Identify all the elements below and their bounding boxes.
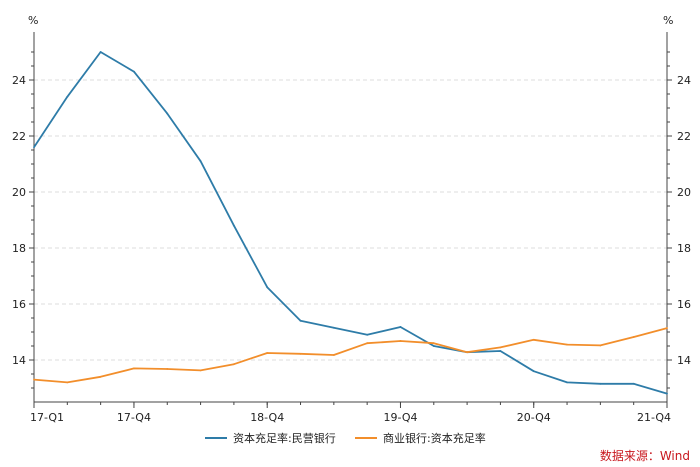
y-tick-label-left: 22 xyxy=(12,130,26,143)
data-point-series-1 xyxy=(566,381,568,384)
y-tick-label-right: 14 xyxy=(677,354,691,367)
data-point-series-1 xyxy=(199,160,202,163)
tick-labels: 14 14 16 16 18 18 20 20 22 22 24 24 17-Q1 17-Q4 18-Q4 1… xyxy=(12,74,691,424)
y-tick-label-left: 16 xyxy=(12,298,26,311)
legend: 资本充足率:民营银行 商业银行:资本充足率 xyxy=(0,430,700,448)
legend-item-series-1: 资本充足率:民营银行 xyxy=(205,430,336,446)
y-tick-label-right: 18 xyxy=(677,242,691,255)
data-point-series-1 xyxy=(99,51,102,53)
data-point-series-2 xyxy=(532,338,535,341)
data-point-series-2 xyxy=(399,340,402,342)
data-point-series-1 xyxy=(632,382,635,385)
grid-lines xyxy=(34,79,667,361)
data-point-series-1 xyxy=(299,319,302,322)
data-point-series-1 xyxy=(266,286,269,289)
y-unit-left: % xyxy=(28,14,38,27)
data-point-series-1 xyxy=(432,345,435,347)
data-point-series-1 xyxy=(66,95,69,98)
data-point-series-2 xyxy=(599,344,602,347)
series-line-2 xyxy=(33,327,668,384)
data-point-series-1 xyxy=(133,70,135,73)
data-point-series-2 xyxy=(266,352,269,354)
data-point-series-2 xyxy=(66,381,69,384)
data-point-series-1 xyxy=(166,112,169,115)
y-tick-label-right: 22 xyxy=(677,130,691,143)
data-point-series-2 xyxy=(332,354,335,356)
y-tick-label-left: 18 xyxy=(12,242,26,255)
y-tick-label-right: 24 xyxy=(677,74,691,87)
line-chart: 14 14 16 16 18 18 20 20 22 22 24 24 17-Q1 17-Q4 18-Q4 1… xyxy=(12,14,691,424)
legend-swatch-series-2 xyxy=(355,437,377,439)
data-point-series-1 xyxy=(366,333,369,336)
series-layer xyxy=(33,51,668,395)
data-point-series-1 xyxy=(532,370,535,373)
data-point-series-2 xyxy=(299,352,302,355)
data-point-series-2 xyxy=(666,327,668,329)
data-point-series-2 xyxy=(499,346,502,349)
y-unit-right: % xyxy=(663,14,673,27)
x-tick-label: 18-Q4 xyxy=(250,411,284,424)
legend-label-series-1: 资本充足率:民营银行 xyxy=(233,432,336,445)
x-tick-label: 17-Q1 xyxy=(30,411,64,424)
data-point-series-2 xyxy=(99,375,102,378)
data-point-series-1 xyxy=(499,350,502,352)
legend-swatch-series-1 xyxy=(205,437,227,439)
x-tick-label: 20-Q4 xyxy=(517,411,551,424)
data-point-series-1 xyxy=(666,392,668,395)
data-point-series-2 xyxy=(632,336,635,338)
data-point-series-2 xyxy=(166,368,169,370)
data-source: 数据来源：Wind xyxy=(599,449,690,463)
data-point-series-2 xyxy=(466,351,469,354)
y-tick-label-left: 24 xyxy=(12,74,26,87)
data-point-series-1 xyxy=(599,382,602,385)
data-point-series-2 xyxy=(432,342,435,345)
x-tick-label: 17-Q4 xyxy=(117,411,151,424)
legend-item-series-2: 商业银行:资本充足率 xyxy=(355,430,486,446)
axes xyxy=(29,32,672,408)
data-point-series-1 xyxy=(332,326,335,329)
data-point-series-1 xyxy=(399,326,402,328)
data-point-series-1 xyxy=(33,146,35,149)
series-line-1 xyxy=(33,51,668,395)
y-tick-label-right: 20 xyxy=(677,186,691,199)
data-point-series-2 xyxy=(366,342,369,345)
y-tick-label-right: 16 xyxy=(677,298,691,311)
legend-label-series-2: 商业银行:资本充足率 xyxy=(383,432,486,445)
data-point-series-1 xyxy=(232,224,235,227)
x-tick-label: 19-Q4 xyxy=(383,411,417,424)
x-tick-label: 21-Q4 xyxy=(637,411,671,424)
data-point-series-2 xyxy=(199,369,202,372)
data-point-series-2 xyxy=(232,363,235,366)
data-point-series-2 xyxy=(133,367,135,370)
y-tick-label-left: 14 xyxy=(12,354,26,367)
y-tick-label-left: 20 xyxy=(12,186,26,199)
data-point-series-2 xyxy=(566,343,568,346)
data-point-series-2 xyxy=(33,378,35,381)
